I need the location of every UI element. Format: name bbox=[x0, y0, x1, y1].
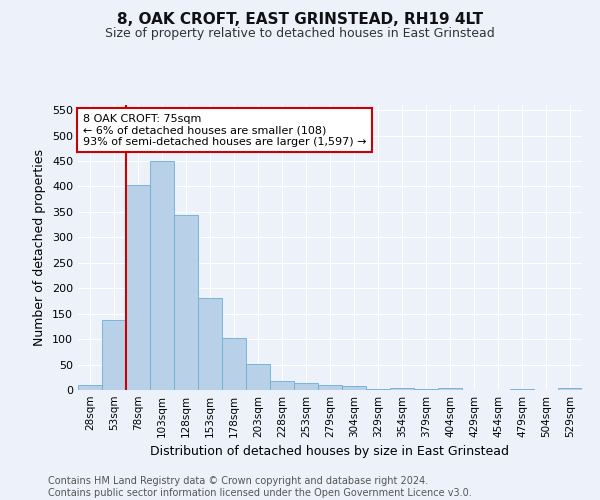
Bar bbox=[318, 385, 342, 390]
X-axis label: Distribution of detached houses by size in East Grinstead: Distribution of detached houses by size … bbox=[151, 446, 509, 458]
Y-axis label: Number of detached properties: Number of detached properties bbox=[34, 149, 46, 346]
Bar bbox=[342, 386, 366, 390]
Bar bbox=[150, 162, 174, 390]
Bar bbox=[558, 388, 582, 390]
Bar bbox=[270, 382, 294, 390]
Bar bbox=[294, 384, 318, 390]
Bar bbox=[126, 185, 150, 390]
Bar bbox=[222, 338, 246, 390]
Text: 8 OAK CROFT: 75sqm
← 6% of detached houses are smaller (108)
93% of semi-detache: 8 OAK CROFT: 75sqm ← 6% of detached hous… bbox=[83, 114, 367, 147]
Bar bbox=[102, 320, 126, 390]
Bar bbox=[78, 386, 102, 390]
Bar bbox=[246, 364, 270, 390]
Bar bbox=[198, 298, 222, 390]
Bar bbox=[438, 388, 462, 390]
Text: Contains HM Land Registry data © Crown copyright and database right 2024.
Contai: Contains HM Land Registry data © Crown c… bbox=[48, 476, 472, 498]
Bar bbox=[390, 388, 414, 390]
Bar bbox=[174, 216, 198, 390]
Text: Size of property relative to detached houses in East Grinstead: Size of property relative to detached ho… bbox=[105, 28, 495, 40]
Bar bbox=[366, 389, 390, 390]
Text: 8, OAK CROFT, EAST GRINSTEAD, RH19 4LT: 8, OAK CROFT, EAST GRINSTEAD, RH19 4LT bbox=[117, 12, 483, 28]
